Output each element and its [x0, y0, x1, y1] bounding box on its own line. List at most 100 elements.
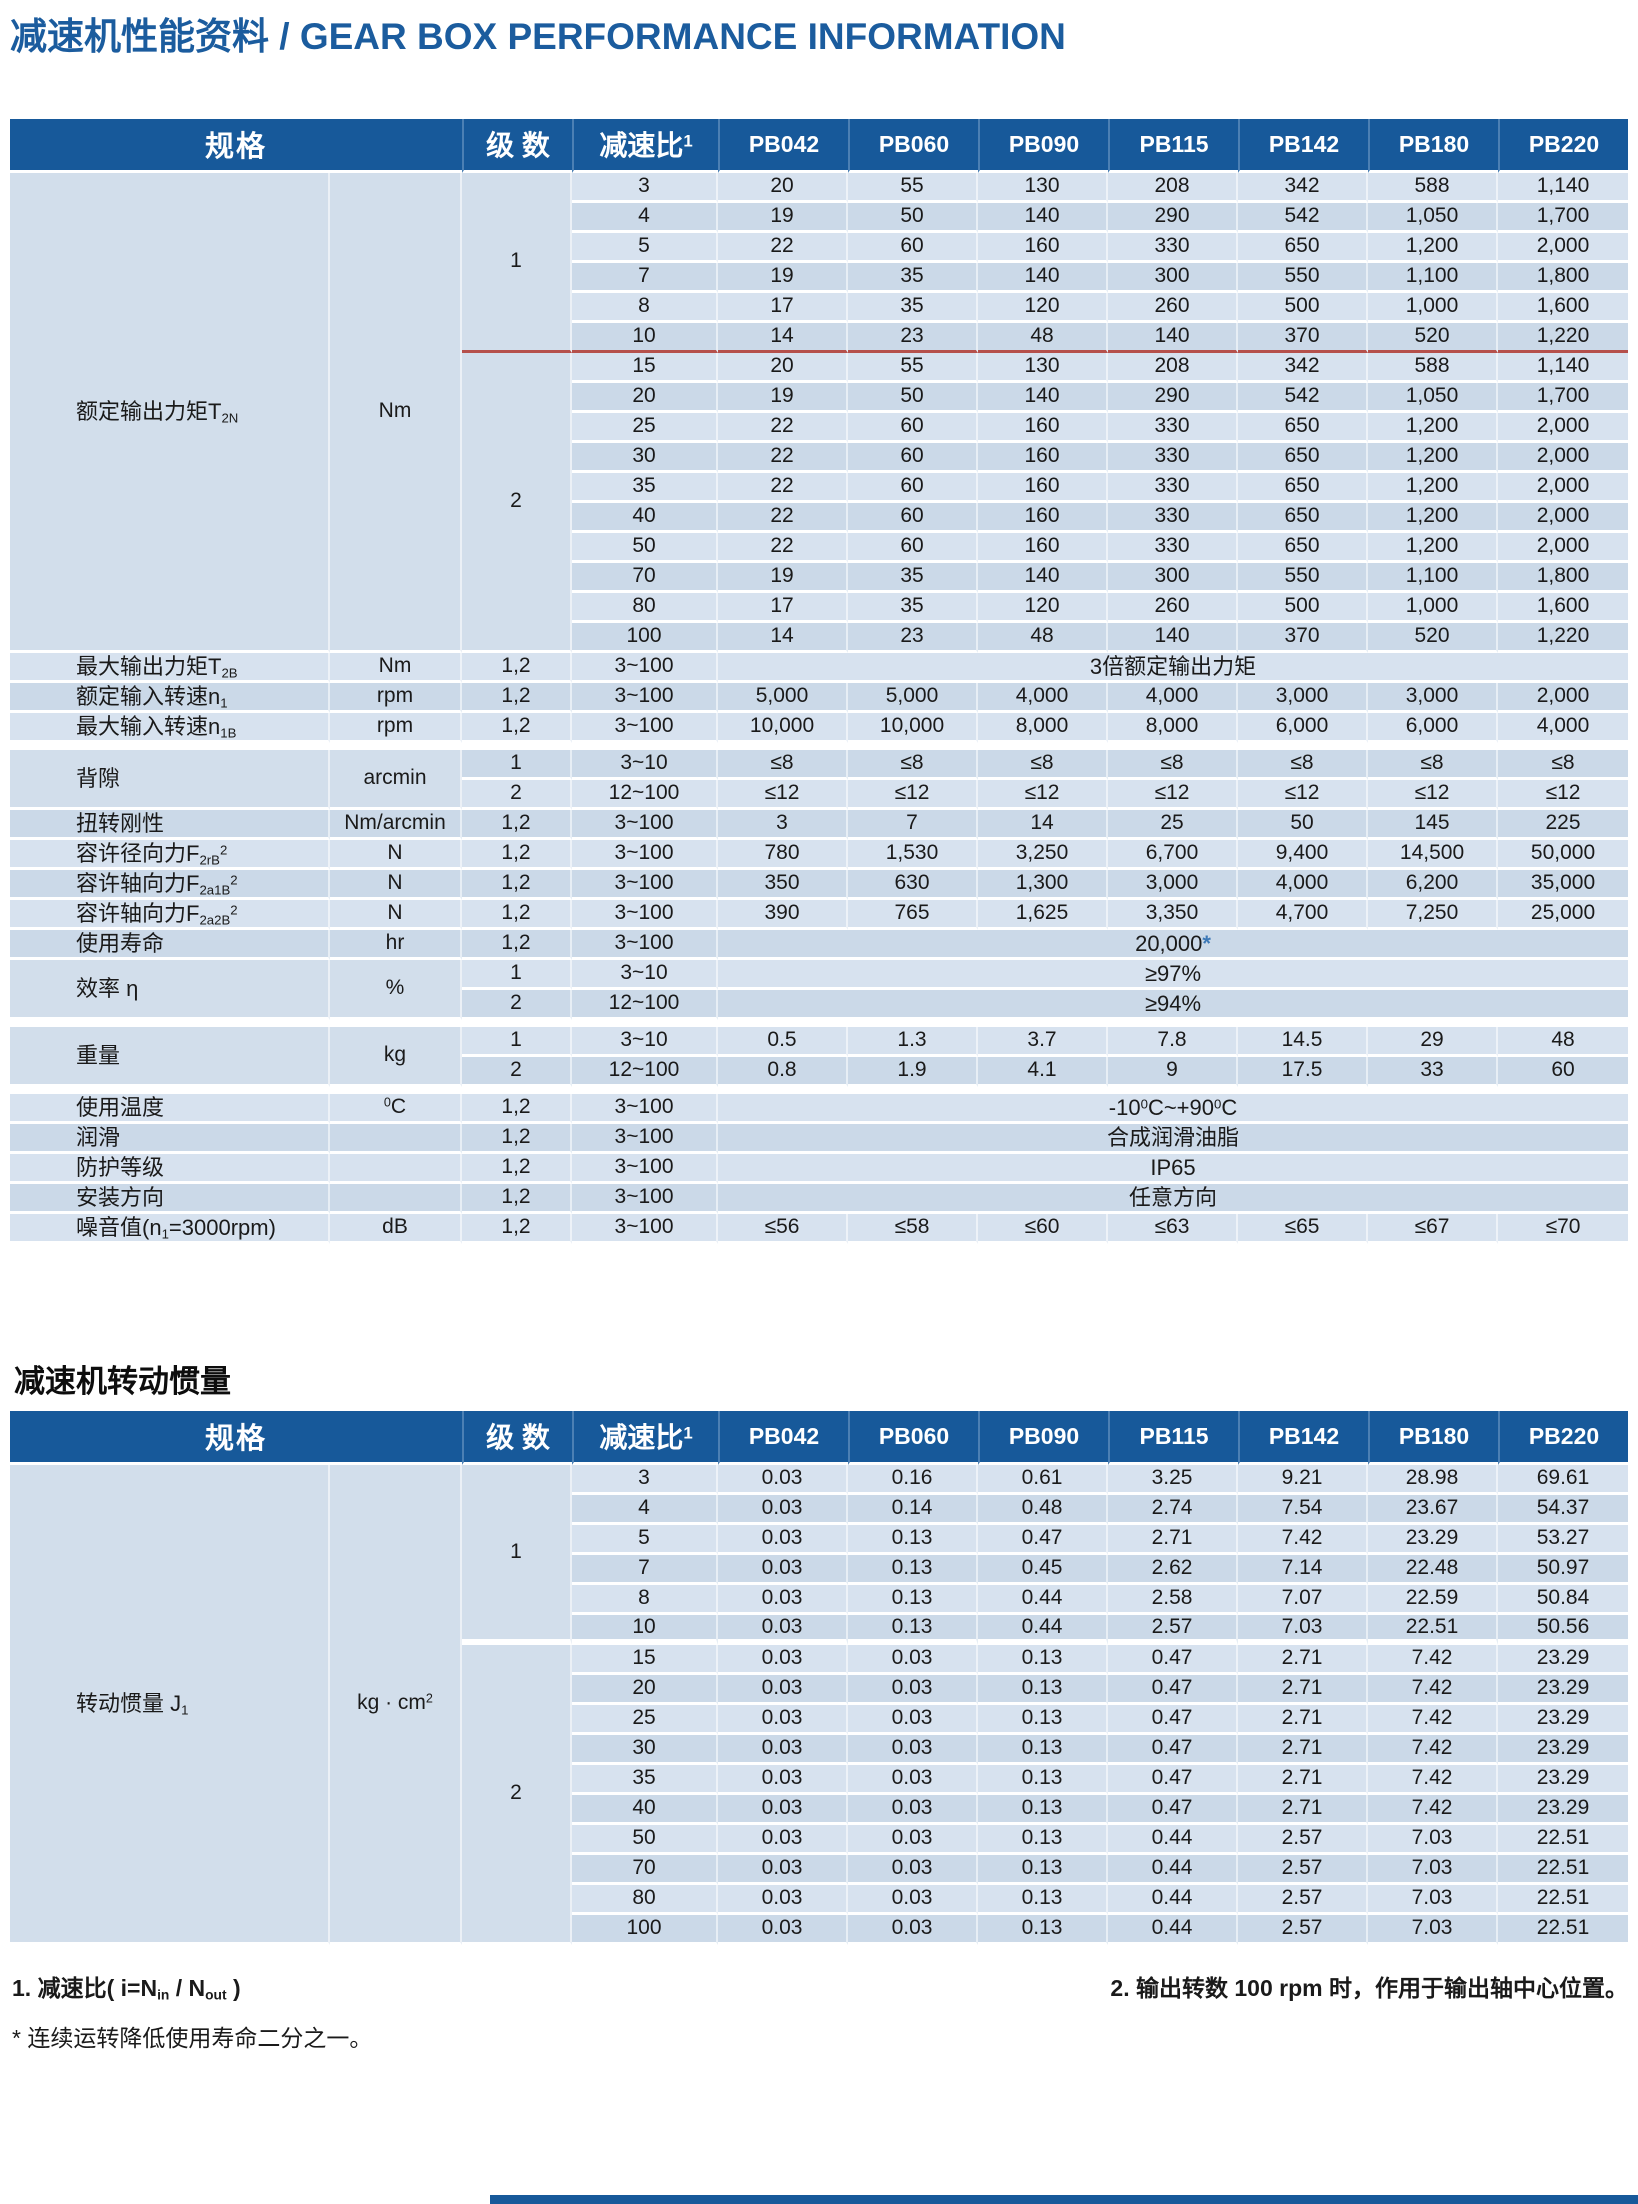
param-cell: 最大输出力矩T2B	[10, 652, 330, 683]
value-cell: 1.9	[848, 1056, 979, 1087]
value-cell: 48	[1498, 1026, 1629, 1057]
model-column-header: PB090	[978, 118, 1109, 173]
value-cell: 1,800	[1498, 562, 1629, 593]
value-cell: 2.71	[1238, 1794, 1369, 1825]
value-cell: 330	[1108, 502, 1239, 533]
value-cell: 7,250	[1368, 899, 1499, 930]
footnote-lifespan-asterisk: * 连续运转降低使用寿命二分之一。	[12, 2024, 373, 2051]
value-cell: 780	[718, 839, 849, 870]
value-cell: 542	[1238, 202, 1369, 233]
value-cell: 290	[1108, 382, 1239, 413]
value-cell: 7.42	[1238, 1524, 1369, 1555]
value-cell: 0.44	[978, 1614, 1109, 1645]
value-cell: 2.71	[1238, 1644, 1369, 1675]
param-cell: 使用温度	[10, 1093, 330, 1124]
value-cell: 0.13	[978, 1854, 1109, 1885]
value-cell: 0.13	[978, 1644, 1109, 1675]
value-cell: 50.97	[1498, 1554, 1629, 1585]
value-cell: 4,700	[1238, 899, 1369, 930]
value-cell: ≤12	[718, 779, 849, 810]
stage-cell: 1,2	[462, 839, 573, 870]
value-cell: 1,100	[1368, 562, 1499, 593]
unit-cell	[330, 1153, 463, 1184]
value-cell: 0.44	[978, 1584, 1109, 1615]
param-cell: 最大输入转速n1B	[10, 712, 330, 743]
value-cell: 60	[848, 442, 979, 473]
value-cell: 35	[848, 262, 979, 293]
ratio-cell: 3	[572, 1464, 719, 1495]
value-cell: 630	[848, 869, 979, 900]
value-cell: 2.71	[1238, 1764, 1369, 1795]
unit-cell: 0C	[330, 1093, 463, 1124]
ratio-column-header: 减速比1	[572, 1410, 719, 1465]
value-cell: 0.47	[1108, 1644, 1239, 1675]
value-cell: 160	[978, 442, 1109, 473]
value-cell: 1,530	[848, 839, 979, 870]
ratio-cell: 3~100	[572, 1093, 719, 1124]
value-cell: 23.29	[1498, 1644, 1629, 1675]
value-cell: 3,000	[1368, 682, 1499, 713]
ratio-cell: 15	[572, 352, 719, 383]
value-cell: 0.03	[718, 1824, 849, 1855]
value-cell: 208	[1108, 352, 1239, 383]
stage-cell: 1,2	[462, 809, 573, 840]
value-cell: 3	[718, 809, 849, 840]
value-cell: 2.71	[1238, 1704, 1369, 1735]
value-cell: 0.03	[848, 1734, 979, 1765]
model-column-header: PB060	[848, 1410, 979, 1465]
stage-cell: 2	[462, 1644, 573, 1945]
value-cell: 208	[1108, 172, 1239, 203]
value-cell: 330	[1108, 412, 1239, 443]
value-cell: 0.44	[1108, 1854, 1239, 1885]
value-cell: 5,000	[718, 682, 849, 713]
value-cell: 1,200	[1368, 532, 1499, 563]
value-cell: 2.57	[1108, 1614, 1239, 1645]
param-cell: 容许轴向力F2a1B2	[10, 869, 330, 900]
value-cell: 160	[978, 532, 1109, 563]
value-cell: 4,000	[1498, 712, 1629, 743]
stage-cell: 2	[462, 989, 573, 1020]
value-cell: 0.03	[718, 1854, 849, 1885]
value-cell: 260	[1108, 592, 1239, 623]
value-cell: 0.47	[1108, 1704, 1239, 1735]
ratio-cell: 50	[572, 1824, 719, 1855]
ratio-cell: 3~10	[572, 749, 719, 780]
value-cell: 0.03	[848, 1854, 979, 1885]
value-cell: 0.03	[718, 1464, 849, 1495]
merged-value-cell: ≥94%	[718, 989, 1629, 1020]
ratio-cell: 30	[572, 1734, 719, 1765]
stage-cell: 1	[462, 959, 573, 990]
value-cell: 2.71	[1108, 1524, 1239, 1555]
value-cell: 19	[718, 562, 849, 593]
value-cell: 33	[1368, 1056, 1499, 1087]
value-cell: 0.03	[718, 1914, 849, 1945]
value-cell: 14	[718, 322, 849, 353]
ratio-cell: 12~100	[572, 1056, 719, 1087]
value-cell: 3,000	[1108, 869, 1239, 900]
value-cell: 23.29	[1498, 1764, 1629, 1795]
value-cell: 0.03	[718, 1524, 849, 1555]
stage-cell: 1,2	[462, 682, 573, 713]
value-cell: 1,200	[1368, 412, 1499, 443]
value-cell: 1,220	[1498, 322, 1629, 353]
value-cell: 7.42	[1368, 1644, 1499, 1675]
value-cell: 60	[848, 412, 979, 443]
value-cell: 1,600	[1498, 592, 1629, 623]
value-cell: 14.5	[1238, 1026, 1369, 1057]
merged-value-cell: IP65	[718, 1153, 1629, 1184]
value-cell: 0.13	[978, 1734, 1109, 1765]
value-cell: 19	[718, 262, 849, 293]
value-cell: 22.51	[1498, 1914, 1629, 1945]
value-cell: 120	[978, 592, 1109, 623]
unit-cell: rpm	[330, 682, 463, 713]
ratio-cell: 100	[572, 622, 719, 653]
inertia-table-title: 减速机转动惯量	[14, 1363, 231, 1399]
ratio-cell: 40	[572, 1794, 719, 1825]
ratio-cell: 3~100	[572, 1213, 719, 1244]
ratio-cell: 3~100	[572, 1183, 719, 1214]
value-cell: 542	[1238, 382, 1369, 413]
value-cell: 7.03	[1368, 1824, 1499, 1855]
unit-cell: arcmin	[330, 749, 463, 810]
value-cell: 35,000	[1498, 869, 1629, 900]
value-cell: 0.44	[1108, 1914, 1239, 1945]
